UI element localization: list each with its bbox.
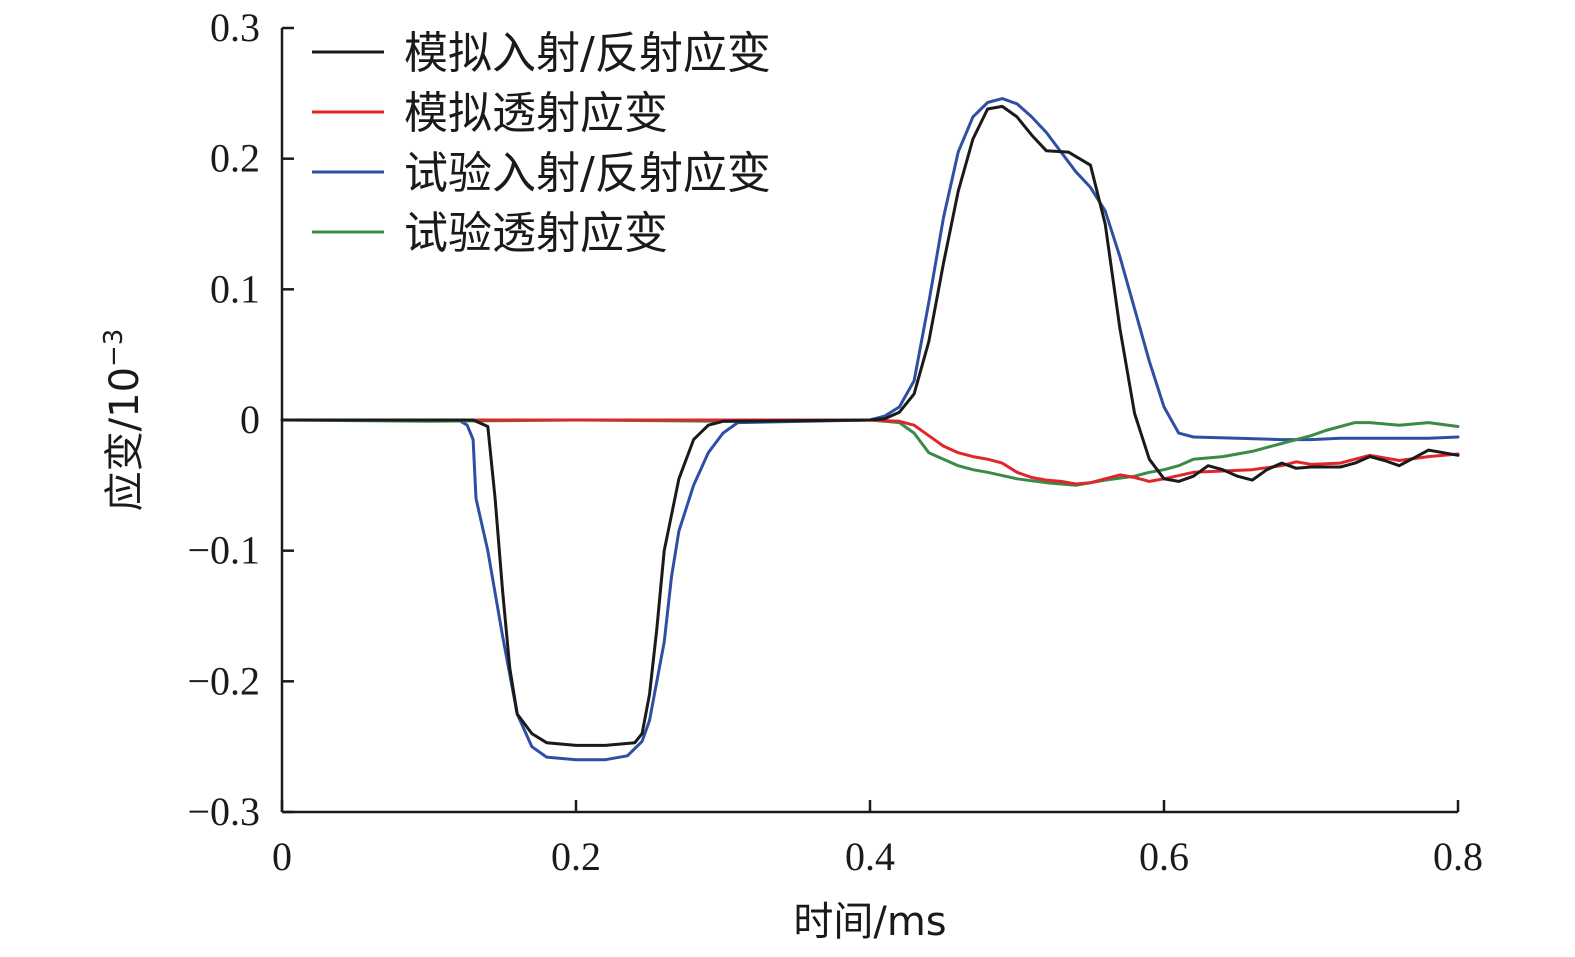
y-tick-label: −0.2: [187, 658, 260, 703]
y-tick-label: 0: [240, 397, 260, 442]
y-tick-label: 0.1: [210, 266, 260, 311]
legend-label-1: 模拟入射/反射应变: [404, 28, 771, 79]
series-line-3: [280, 97, 1460, 762]
y-tick-label: −0.3: [187, 789, 260, 834]
y-axis-title-exponent: −3: [99, 329, 129, 367]
x-tick-label: 0.4: [845, 834, 895, 879]
x-tick-label: 0.8: [1433, 834, 1483, 879]
x-tick-label: 0.6: [1139, 834, 1189, 879]
x-axis-title: 时间/ms: [793, 899, 946, 945]
legend-label-4: 试验透射应变: [404, 208, 668, 259]
x-tick-label: 0: [272, 834, 292, 879]
y-axis-title-main: 应变/10: [102, 367, 148, 511]
y-tick-label: −0.1: [187, 528, 260, 573]
x-tick-label: 0.2: [551, 834, 601, 879]
x-ticks: 0 0.2 0.4 0.6 0.8: [272, 800, 1483, 879]
legend-label-3: 试验入射/反射应变: [404, 148, 771, 199]
series-line-2: [280, 418, 1460, 486]
y-tick-label: 0.3: [210, 5, 260, 50]
series-line-4: [280, 418, 1460, 487]
series-line-1: [280, 104, 1460, 747]
y-axis-title: 应变/10−3: [99, 329, 148, 512]
series-layer: [280, 97, 1460, 762]
y-ticks: 0.3 0.2 0.1 0 −0.1 −0.2 −0.3: [187, 5, 294, 834]
legend-label-2: 模拟透射应变: [404, 88, 668, 139]
y-tick-label: 0.2: [210, 136, 260, 181]
